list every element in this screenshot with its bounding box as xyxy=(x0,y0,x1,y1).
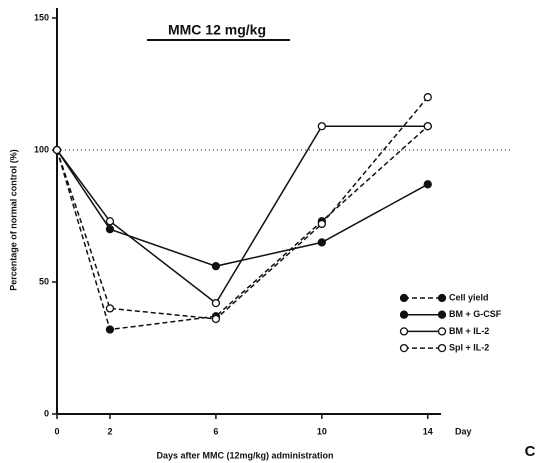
legend-marker xyxy=(399,343,409,353)
x-tick-label: 10 xyxy=(317,426,327,436)
y-tick-label: 100 xyxy=(34,144,49,154)
x-axis-label: Days after MMC (12mg/kg) administration xyxy=(156,450,333,460)
series-line xyxy=(56,125,429,331)
chart-title: MMC 12 mg/kg xyxy=(168,22,266,38)
data-point xyxy=(211,314,221,324)
x-tick-label: 0 xyxy=(54,426,59,436)
legend-marker xyxy=(437,293,447,303)
legend-label: BM + G-CSF xyxy=(449,309,502,319)
data-point xyxy=(317,122,326,131)
data-point xyxy=(52,145,62,155)
legend-marker xyxy=(437,310,447,319)
y-tick-label: 150 xyxy=(34,12,49,22)
data-point xyxy=(211,262,221,271)
data-point xyxy=(105,225,115,234)
data-point xyxy=(317,219,326,229)
panel-label: C xyxy=(525,443,536,460)
legend-marker xyxy=(399,310,409,319)
legend-marker xyxy=(399,293,409,303)
series-line xyxy=(56,96,429,320)
y-tick-label: 0 xyxy=(44,408,49,418)
data-point xyxy=(211,298,221,308)
legend-label: Cell yield xyxy=(449,292,489,302)
x-unit-label: Day xyxy=(455,426,472,436)
y-tick-label: 50 xyxy=(39,276,49,286)
legend-label: BM + IL-2 xyxy=(449,326,489,336)
data-point xyxy=(105,304,115,313)
x-tick-label: 14 xyxy=(423,426,433,436)
legend-label: Spl + IL-2 xyxy=(449,342,489,352)
legend-marker xyxy=(437,327,447,336)
y-axis-label: Percentage of normal control (%) xyxy=(8,149,18,291)
data-point xyxy=(423,122,432,131)
x-tick-label: 6 xyxy=(213,426,218,436)
data-point xyxy=(105,325,115,334)
data-point xyxy=(317,238,326,247)
data-point xyxy=(105,217,115,226)
legend-marker xyxy=(437,343,447,353)
x-tick-label: 2 xyxy=(107,426,112,436)
data-point xyxy=(423,180,432,189)
legend-marker xyxy=(399,327,409,336)
series-line xyxy=(56,149,429,267)
data-point xyxy=(423,93,432,102)
